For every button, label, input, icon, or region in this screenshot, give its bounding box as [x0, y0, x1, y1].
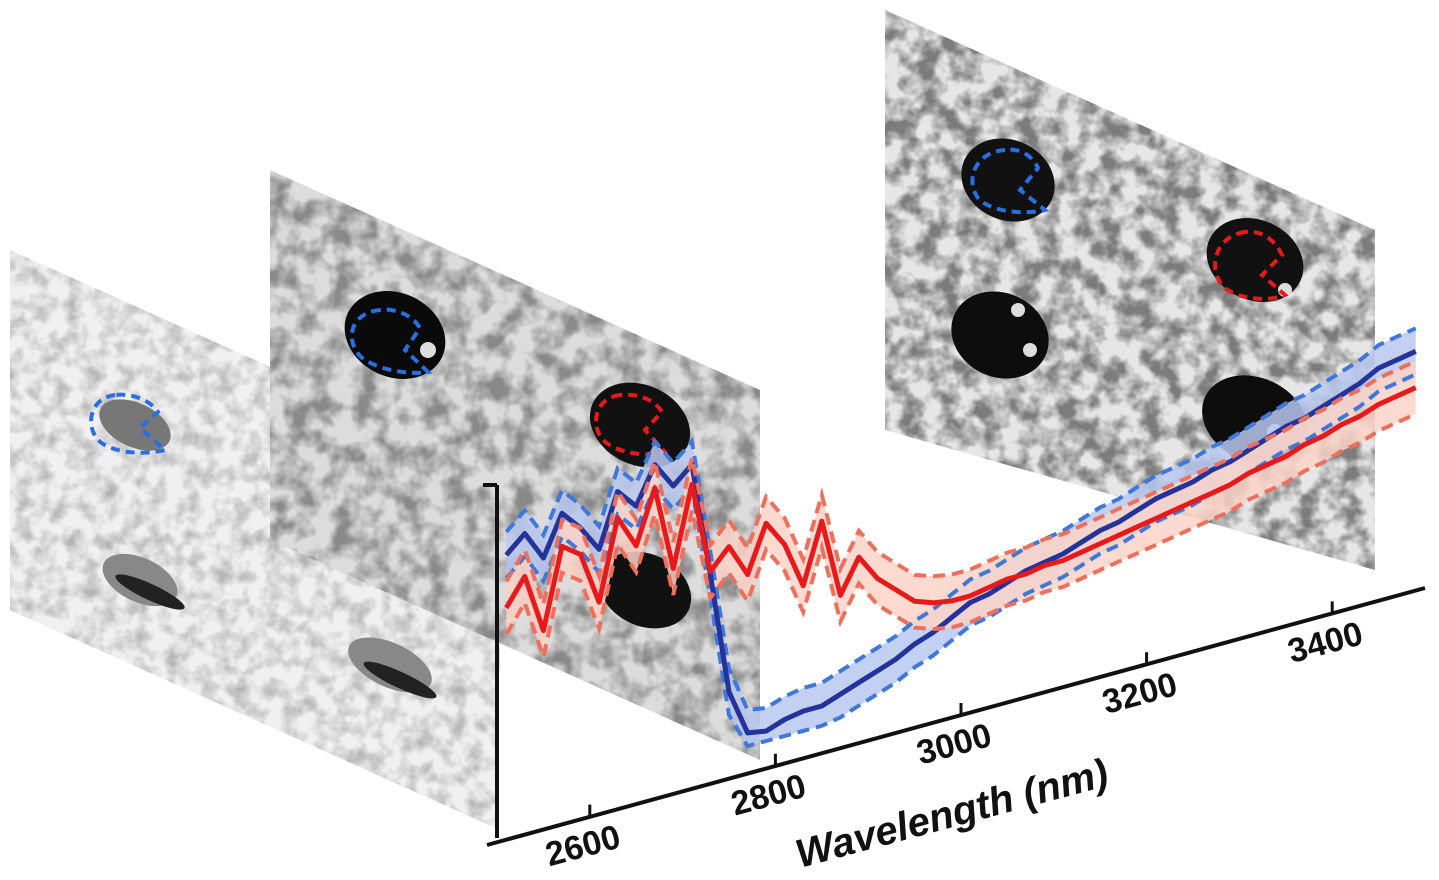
blue-roi-outline	[89, 392, 170, 455]
blue-upper-bound	[504, 326, 1417, 713]
red-upper-bound	[504, 359, 1417, 612]
image-panel-right	[885, 10, 1375, 570]
red-series-line	[504, 385, 1417, 634]
blue-roi-outline	[349, 307, 433, 375]
dark-pore	[589, 382, 691, 468]
dark-pore	[344, 291, 446, 379]
red-roi-outline	[1213, 229, 1289, 301]
blue-roi-outline	[970, 147, 1050, 215]
dark-pore	[951, 291, 1049, 379]
red-roi-outline	[594, 392, 669, 457]
red-lower-bound	[504, 412, 1417, 665]
x-axis-title: Wavelength (nm)	[791, 751, 1113, 877]
x-axis	[486, 586, 1426, 847]
